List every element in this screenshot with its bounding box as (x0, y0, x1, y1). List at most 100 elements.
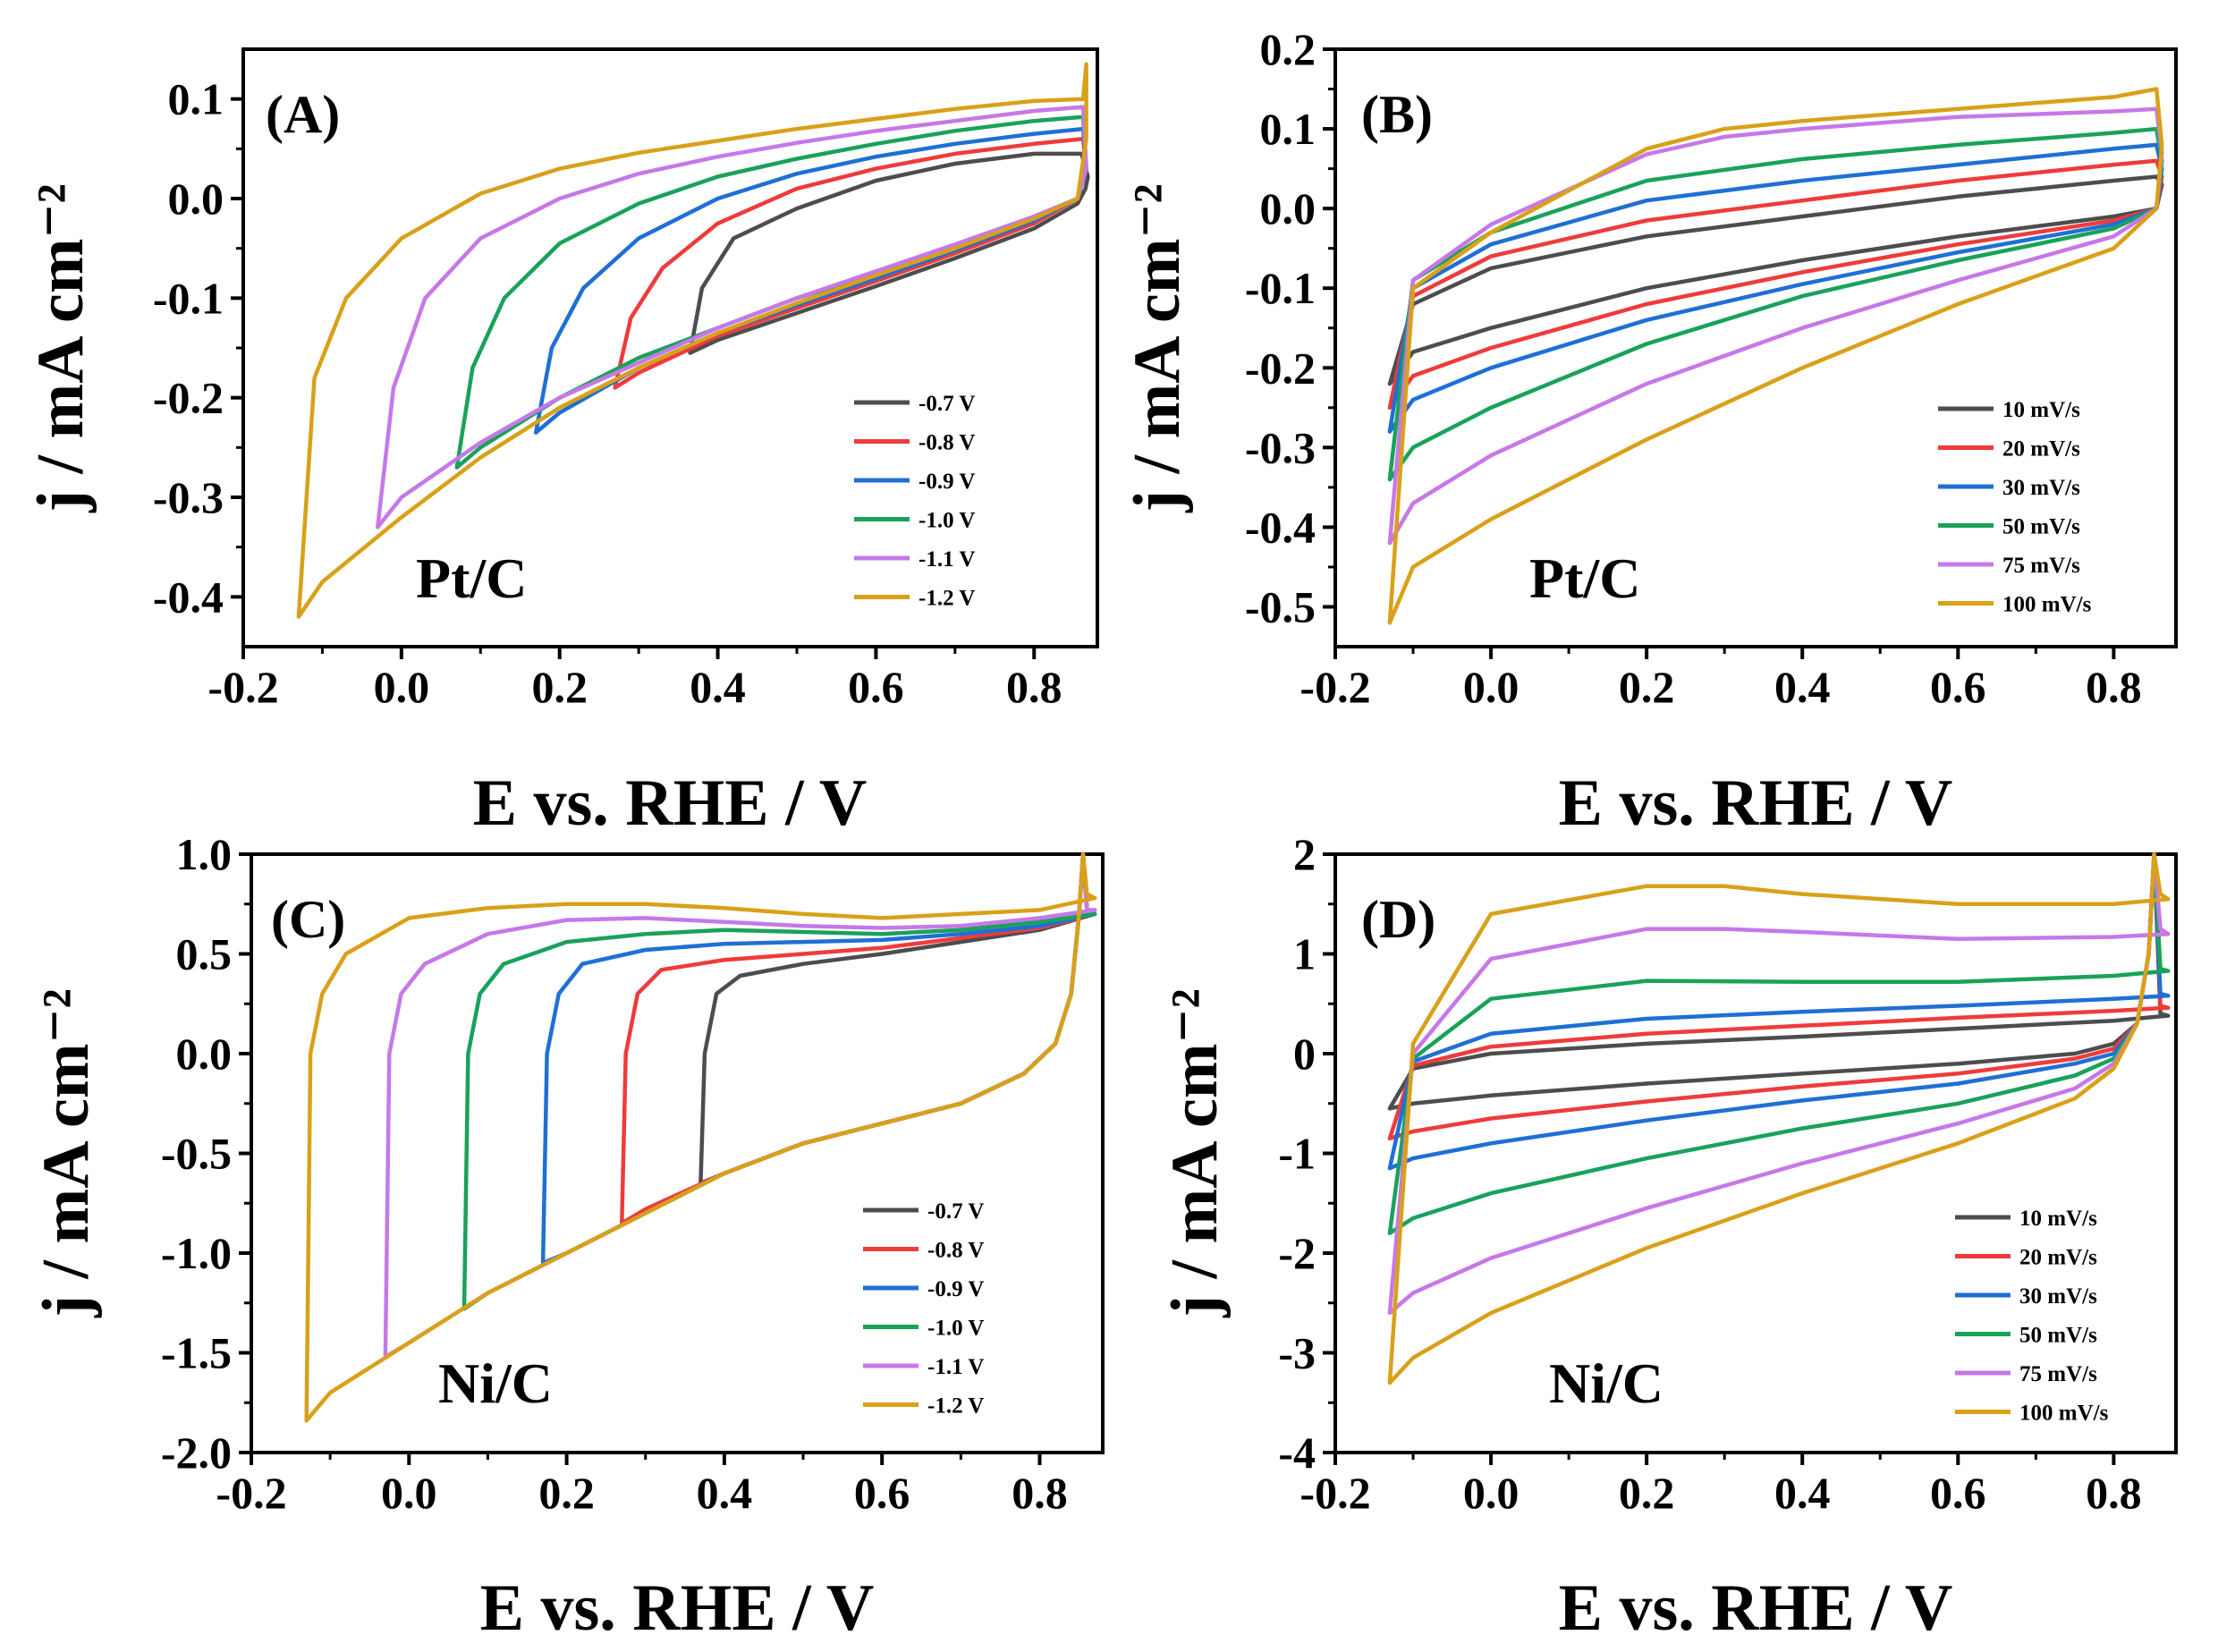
x-axis-title: E vs. RHE / V (473, 767, 868, 840)
y-tick-label: 0.5 (176, 929, 233, 979)
material-label: Ni/C (1549, 1351, 1664, 1415)
y-tick-label: 0.0 (176, 1029, 233, 1079)
y-tick-label: -0.4 (1245, 502, 1316, 552)
y-tick-label: 1.0 (176, 829, 233, 879)
series-line-0 (688, 151, 1090, 355)
y-tick-label: 0.0 (1260, 183, 1316, 233)
series-line-3 (1387, 126, 2164, 482)
x-tick-label: 0.2 (531, 662, 588, 712)
x-tick-label: 0.0 (1463, 662, 1520, 712)
legend-label: 50 mV/s (2002, 515, 2080, 539)
x-tick-label: -0.2 (207, 662, 278, 712)
x-tick-label: 0.4 (1774, 662, 1831, 712)
x-tick-label: 0.8 (1012, 1468, 1068, 1518)
y-axis-title: j / mA cm⁻² (24, 183, 97, 513)
panel-a: -0.2 0.0 0.2 0.4 0.6 0.8 -0.4 -0.3 -0.2 -0.1 0.0 0.… (24, 47, 1099, 840)
panel-label: (C) (271, 890, 345, 949)
x-tick-label: 0.2 (538, 1468, 595, 1518)
ticks-layer: -0.2 0.0 0.2 0.4 0.6 0.8 -0.4 -0.3 -0.2 -0.1 0.0 0.… (153, 74, 1062, 712)
series-line-1 (613, 136, 1088, 390)
x-axis-title: E vs. RHE / V (1559, 767, 1953, 840)
legend-label: 50 mV/s (2019, 1324, 2097, 1348)
y-tick-label: 0.0 (168, 174, 224, 224)
legend-label: -0.9 V (927, 1277, 984, 1301)
y-tick-label: 0.1 (168, 74, 224, 124)
y-axis-title: j / mA cm⁻² (1158, 988, 1232, 1317)
series-line-4 (1387, 851, 2171, 1316)
panel-label: (A) (266, 85, 340, 144)
legend-label: 20 mV/s (2019, 1246, 2097, 1270)
x-tick-label: 0.4 (697, 1468, 753, 1518)
legend-label: 10 mV/s (2002, 398, 2080, 422)
material-label: Pt/C (416, 546, 527, 610)
legend-label: -1.1 V (919, 547, 975, 572)
y-tick-label: 1 (1293, 929, 1316, 979)
panel-label: (B) (1361, 85, 1433, 144)
legend-label: 30 mV/s (2019, 1284, 2097, 1309)
y-tick-label: -1.5 (161, 1328, 232, 1378)
ticks-layer: -0.2 0.0 0.2 0.4 0.6 0.8 -0.5 -0.4 -0.3 -0.2 -0.1 0… (1245, 24, 2142, 712)
series-layer (296, 62, 1090, 619)
y-tick-label: -0.5 (1245, 581, 1316, 631)
y-tick-label: 2 (1293, 829, 1316, 879)
legend-label: -1.2 V (927, 1394, 984, 1419)
legend-label: 100 mV/s (2002, 593, 2092, 617)
x-tick-label: -0.2 (1299, 662, 1370, 712)
ticks-layer: -0.2 0.0 0.2 0.4 0.6 0.8 -4 -3 -2 -1 0 1 2 (1278, 829, 2141, 1518)
legend-label: -1.0 V (927, 1317, 984, 1341)
y-tick-label: -0.2 (153, 373, 224, 423)
y-tick-label: -0.3 (1245, 422, 1316, 472)
x-tick-label: 0.0 (374, 662, 430, 712)
legend-label: 75 mV/s (2002, 554, 2080, 578)
y-tick-label: 0 (1293, 1029, 1316, 1079)
series-line-5 (1387, 851, 2171, 1385)
series-line-5 (1387, 87, 2164, 625)
y-tick-label: -2 (1278, 1228, 1316, 1278)
material-label: Pt/C (1529, 546, 1640, 610)
legend-label: 30 mV/s (2002, 476, 2080, 500)
x-axis-title: E vs. RHE / V (1559, 1572, 1953, 1645)
y-tick-label: -0.5 (161, 1129, 232, 1179)
legend-label: -0.8 V (919, 431, 975, 455)
y-tick-label: -0.1 (1245, 263, 1316, 313)
series-line-5 (304, 851, 1097, 1423)
legend: 10 mV/s 20 mV/s 30 mV/s 50 mV/s 75 mV/s 100 m… (1955, 1207, 2109, 1426)
legend-label: -1.1 V (927, 1355, 984, 1379)
legend-label: 75 mV/s (2019, 1362, 2097, 1386)
y-tick-label: -4 (1278, 1427, 1316, 1478)
x-tick-label: 0.6 (848, 662, 904, 712)
y-tick-label: -0.4 (153, 572, 224, 622)
legend-label: -0.9 V (919, 470, 975, 494)
legend: -0.7 V -0.8 V -0.9 V -1.0 V -1.1 V -1.2 V (863, 1199, 984, 1419)
y-tick-label: -1 (1278, 1129, 1316, 1179)
legend-label: 100 mV/s (2019, 1402, 2109, 1426)
legend-label: -0.7 V (927, 1199, 984, 1224)
y-tick-label: -1.0 (161, 1228, 232, 1278)
y-axis-title: j / mA cm⁻² (30, 988, 103, 1317)
x-tick-label: 0.6 (1930, 662, 1986, 712)
x-tick-label: 0.4 (1774, 1468, 1831, 1518)
plot-frame (1333, 47, 2178, 648)
x-tick-label: 0.6 (1930, 1468, 1986, 1518)
y-tick-label: -2.0 (161, 1427, 232, 1478)
ticks-layer: -0.2 0.0 0.2 0.4 0.6 0.8 -2.0 -1.5 -1.0 -0.5 0.0 0.… (161, 829, 1068, 1518)
series-line-0 (698, 851, 1097, 1186)
panel-c: -0.2 0.0 0.2 0.4 0.6 0.8 -2.0 -1.5 -1.0 -0.5 0.0 0.… (30, 829, 1105, 1645)
legend-label: -1.2 V (919, 587, 975, 611)
x-tick-label: 0.8 (1006, 662, 1062, 712)
x-tick-label: 0.6 (854, 1468, 910, 1518)
series-layer (1387, 851, 2171, 1385)
x-tick-label: 0.8 (2086, 662, 2142, 712)
y-axis-title: j / mA cm⁻² (1121, 183, 1194, 513)
legend-label: -0.7 V (919, 392, 975, 416)
series-layer (1387, 87, 2164, 625)
legend: -0.7 V -0.8 V -0.9 V -1.0 V -1.1 V -1.2 V (854, 392, 975, 611)
series-line-2 (1387, 851, 2171, 1171)
y-tick-label: -0.1 (153, 273, 224, 323)
x-tick-label: 0.0 (381, 1468, 437, 1518)
x-tick-label: 0.8 (2086, 1468, 2142, 1518)
material-label: Ni/C (438, 1351, 553, 1415)
y-tick-label: -3 (1278, 1328, 1316, 1378)
